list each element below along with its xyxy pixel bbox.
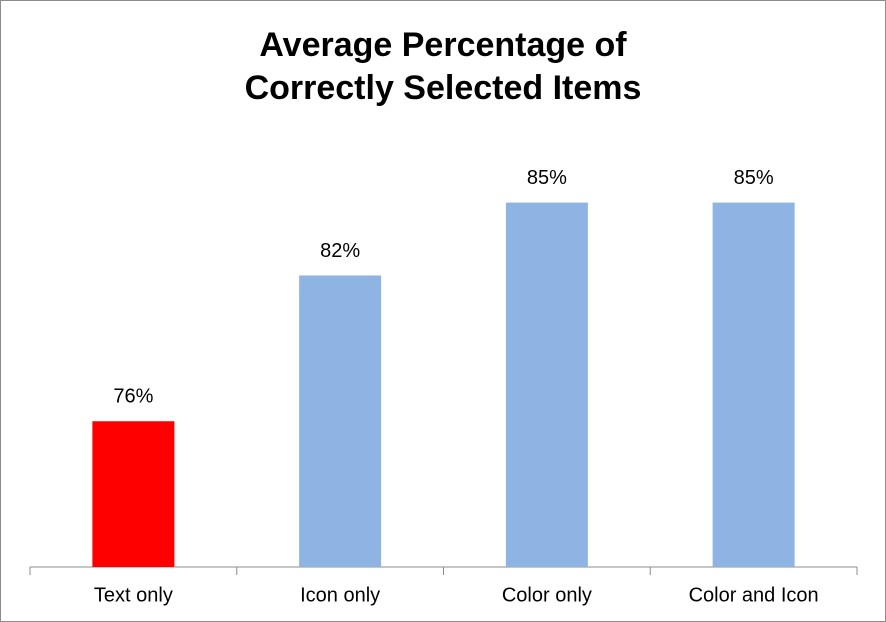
bar: [299, 275, 382, 567]
x-tick-label: Color only: [502, 584, 592, 606]
bar: [505, 202, 588, 567]
value-label: 76%: [113, 386, 153, 408]
x-tick-label: Text only: [94, 584, 173, 606]
x-tick-label: Icon only: [300, 584, 380, 606]
bar: [712, 202, 795, 567]
x-tick-label: Color and Icon: [689, 584, 819, 606]
chart-title: Average Percentage of Correctly Selected…: [244, 26, 642, 107]
bar: [92, 421, 175, 567]
value-label: 82%: [320, 240, 360, 262]
value-label: 85%: [527, 167, 567, 189]
value-label: 85%: [734, 167, 774, 189]
